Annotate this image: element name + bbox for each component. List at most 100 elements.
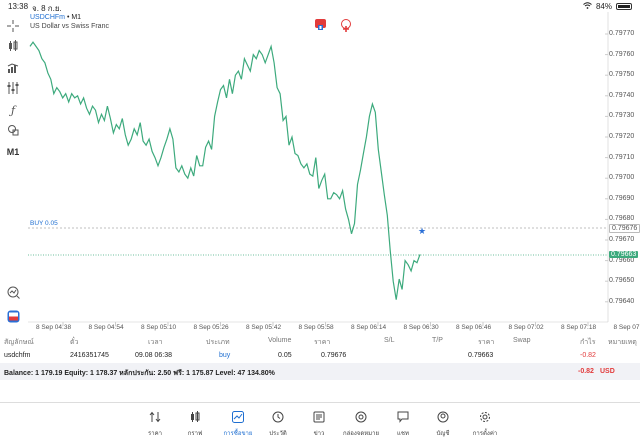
time-label: 8 Sep 06:46 (456, 324, 492, 331)
nav-settings[interactable]: การตั้งค่า (465, 409, 505, 438)
chat-icon (383, 409, 423, 425)
news-icon (299, 409, 339, 425)
us-flag-icon (315, 19, 326, 30)
crosshair-icon[interactable] (4, 18, 22, 34)
header-col-3: ประเภท (206, 339, 230, 346)
header-col-8: ราคา (478, 339, 495, 346)
price-label: 0.79760 (609, 50, 635, 58)
magnifier-chart-icon[interactable] (4, 284, 22, 300)
nav-trade[interactable]: การซื้อขาย (218, 409, 258, 438)
shapes-icon[interactable] (4, 122, 22, 138)
nav-news[interactable]: ข่าว (299, 409, 339, 438)
time-label: 8 Sep 05:10 (141, 324, 177, 331)
time-label: 8 Sep 06:14 (351, 324, 387, 331)
header-col-6: S/L (384, 337, 395, 344)
current-price-badge: 0.79663 (609, 251, 639, 258)
pos-volume: 0.05 (278, 352, 292, 359)
header-col-10: กำไร (580, 339, 596, 346)
price-label: 0.79650 (609, 277, 635, 285)
time-label: 8 Sep 07:34 (613, 324, 640, 331)
balance-profit: -0.82 (578, 368, 594, 375)
timeframe-button[interactable]: M1 (6, 147, 20, 157)
nav-label: การตั้งค่า (472, 431, 498, 437)
chart-grid (62, 33, 608, 325)
header-col-7: T/P (432, 337, 443, 344)
header-col-5: ราคา (314, 339, 331, 346)
nav-chart[interactable]: กราฟ (175, 409, 215, 438)
price-label: 0.79720 (609, 133, 635, 140)
pos-profit: -0.82 (580, 352, 596, 359)
price-label: 0.79690 (609, 194, 635, 202)
swiss-flag-icon (341, 19, 351, 32)
price-chart[interactable]: ★ (0, 0, 640, 340)
header-col-0: สัญลักษณ์ (4, 339, 34, 346)
chart-icon (175, 409, 215, 425)
nav-chat[interactable]: แชท (383, 409, 423, 438)
order-star-icon: ★ (418, 227, 426, 237)
status-time: 13:38 (8, 2, 29, 11)
time-label: 8 Sep 07:18 (561, 324, 597, 331)
pos-ticket: 2416351745 (70, 352, 109, 359)
header-col-2: เวลา (148, 339, 163, 346)
symbol-name[interactable]: USDCHFm (30, 14, 65, 21)
pos-type: buy (219, 352, 231, 359)
nav-label: กล่องจดหมาย (342, 431, 380, 437)
price-label: 0.79730 (609, 112, 635, 120)
status-date: จ. 8 ก.ย. (32, 4, 62, 13)
symbol-description: US Dollar vs Swiss Franc (30, 23, 109, 30)
buy-order-label[interactable]: BUY 0.05 (30, 220, 58, 227)
battery-percent: 84% (595, 2, 612, 11)
timeframe-suffix: • M1 (65, 14, 82, 21)
pos-symbol: usdchfm (4, 352, 31, 359)
price-label: 0.79740 (609, 91, 635, 99)
price-label: 0.79770 (609, 30, 635, 37)
nav-label: แชท (397, 431, 409, 437)
mailbox-icon (341, 409, 381, 425)
open-price-badge: 0.79676 (609, 224, 640, 233)
nav-quotes[interactable]: ราคา (135, 409, 175, 438)
nav-account[interactable]: บัญชี (423, 409, 463, 438)
price-series-line (29, 41, 421, 300)
time-label: 8 Sep 04:38 (36, 324, 72, 331)
balance-bar (0, 363, 640, 380)
time-label: 8 Sep 05:42 (246, 324, 282, 331)
price-label: 0.79670 (609, 236, 635, 243)
nav-history[interactable]: ประวัติ (258, 409, 298, 438)
indicators-icon[interactable] (4, 60, 22, 76)
time-label: 8 Sep 04:54 (88, 324, 124, 331)
pos-open-price: 0.79676 (321, 352, 347, 359)
header-col-1: ตั๋ว (70, 339, 79, 346)
nav-label: กราฟ (187, 431, 203, 437)
price-label: 0.79700 (609, 174, 635, 182)
pos-time: 09.08 06:38 (135, 352, 172, 359)
header-col-4: Volume (268, 337, 292, 344)
history-icon (258, 409, 298, 425)
one-click-trading-icon[interactable] (4, 308, 22, 324)
settings-icon (465, 409, 505, 425)
candles-icon[interactable] (4, 38, 22, 54)
price-label: 0.79640 (609, 297, 635, 305)
time-label: 8 Sep 05:58 (298, 324, 334, 331)
quotes-icon (135, 409, 175, 425)
wifi-icon (583, 2, 592, 11)
bottom-nav: ราคา กราฟ การซื้อขาย ประวัติ ข่าว กล่องจดหมาย… (0, 402, 640, 447)
price-label: 0.79750 (609, 71, 635, 79)
nav-label: ประวัติ (269, 431, 287, 437)
pos-price: 0.79663 (468, 352, 494, 359)
nav-label: บัญชี (436, 431, 450, 437)
settings-sliders-icon[interactable] (4, 80, 22, 96)
header-col-9: Swap (513, 337, 531, 344)
nav-mailbox[interactable]: กล่องจดหมาย (341, 409, 381, 438)
header-col-11: หมายเหตุ (608, 339, 637, 346)
nav-label: ราคา (148, 431, 162, 437)
time-label: 8 Sep 05:26 (193, 324, 229, 331)
trade-icon (218, 409, 258, 425)
status-right: 84% (583, 2, 632, 11)
battery-icon (616, 3, 632, 10)
price-label: 0.79710 (609, 153, 635, 161)
status-bar: 13:38 จ. 8 ก.ย. 84% (0, 0, 640, 13)
time-label: 8 Sep 07:02 (508, 324, 544, 331)
balance-currency: USD (600, 368, 615, 375)
function-icon[interactable]: ƒ (10, 103, 16, 117)
nav-label: ข่าว (313, 431, 325, 437)
